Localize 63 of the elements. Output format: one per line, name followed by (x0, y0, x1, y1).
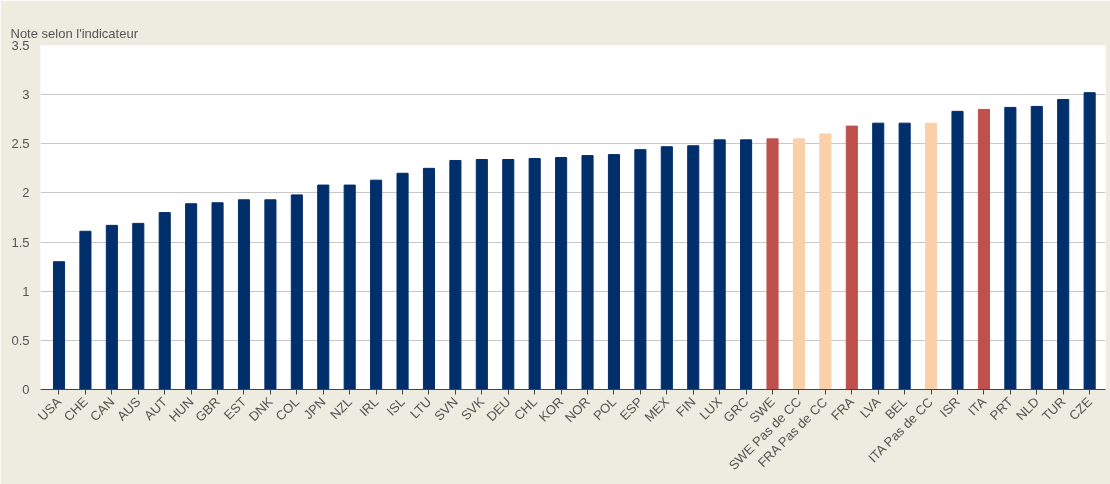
bar (237, 199, 251, 390)
bar (79, 230, 92, 390)
bar (898, 122, 911, 390)
bar (872, 122, 885, 390)
y-tick-label: 3 (22, 87, 30, 103)
bar (370, 179, 383, 390)
bar (1030, 105, 1043, 390)
x-tick-label: POL (590, 394, 620, 424)
y-tick-label: 2 (22, 185, 30, 201)
x-tick-label: ISL (383, 394, 408, 419)
y-tick-label: 2.5 (11, 136, 30, 152)
bar (634, 149, 647, 390)
bar (52, 261, 66, 390)
bar (607, 154, 621, 390)
bar (1004, 106, 1017, 390)
bar (317, 184, 330, 390)
y-tick-label: 1.5 (11, 234, 30, 250)
x-tick-label: LVA (856, 393, 884, 421)
bar (792, 138, 805, 390)
bar (158, 212, 171, 390)
bar (845, 125, 858, 390)
x-tick-label: FIN (673, 394, 699, 420)
bar (581, 155, 594, 390)
x-tick-label: IRL (356, 394, 382, 420)
y-axis-title: Note selon l'indicateur (10, 25, 139, 41)
y-tick-label: 3.5 (11, 38, 30, 53)
bar (740, 139, 753, 390)
x-tick-label: JPN (300, 394, 329, 423)
y-tick-label: 0.5 (11, 332, 30, 348)
bar (555, 157, 568, 390)
x-tick-label: ITA (965, 393, 990, 419)
bar (396, 172, 409, 390)
bar (713, 139, 726, 390)
x-tick-label: FRA (828, 393, 858, 424)
y-tick-label: 0 (22, 382, 30, 397)
bar (687, 145, 700, 390)
bar (264, 199, 277, 390)
bar (528, 158, 541, 390)
bar (185, 203, 198, 390)
y-tick-label: 1 (22, 283, 30, 299)
bar (819, 133, 832, 390)
bar (1057, 99, 1070, 390)
x-tick-label: ISR (936, 394, 963, 421)
bar (132, 222, 145, 390)
bar (925, 122, 938, 390)
x-tick-label: LTU (406, 394, 435, 422)
x-tick-label: USA (34, 393, 65, 424)
x-tick-label: NZL (327, 394, 355, 423)
bar (766, 138, 779, 390)
bar (951, 110, 964, 390)
bar (105, 224, 118, 390)
bar (449, 159, 462, 390)
bar (211, 202, 224, 390)
bar (290, 194, 303, 390)
bar (977, 108, 990, 390)
bar (502, 159, 515, 390)
bar (1083, 92, 1096, 390)
bar (422, 167, 436, 390)
bar (475, 159, 488, 390)
bar (660, 146, 673, 390)
bar (343, 184, 356, 390)
x-tick-label: COL (272, 394, 303, 424)
x-tick-label: CHL (510, 394, 540, 424)
